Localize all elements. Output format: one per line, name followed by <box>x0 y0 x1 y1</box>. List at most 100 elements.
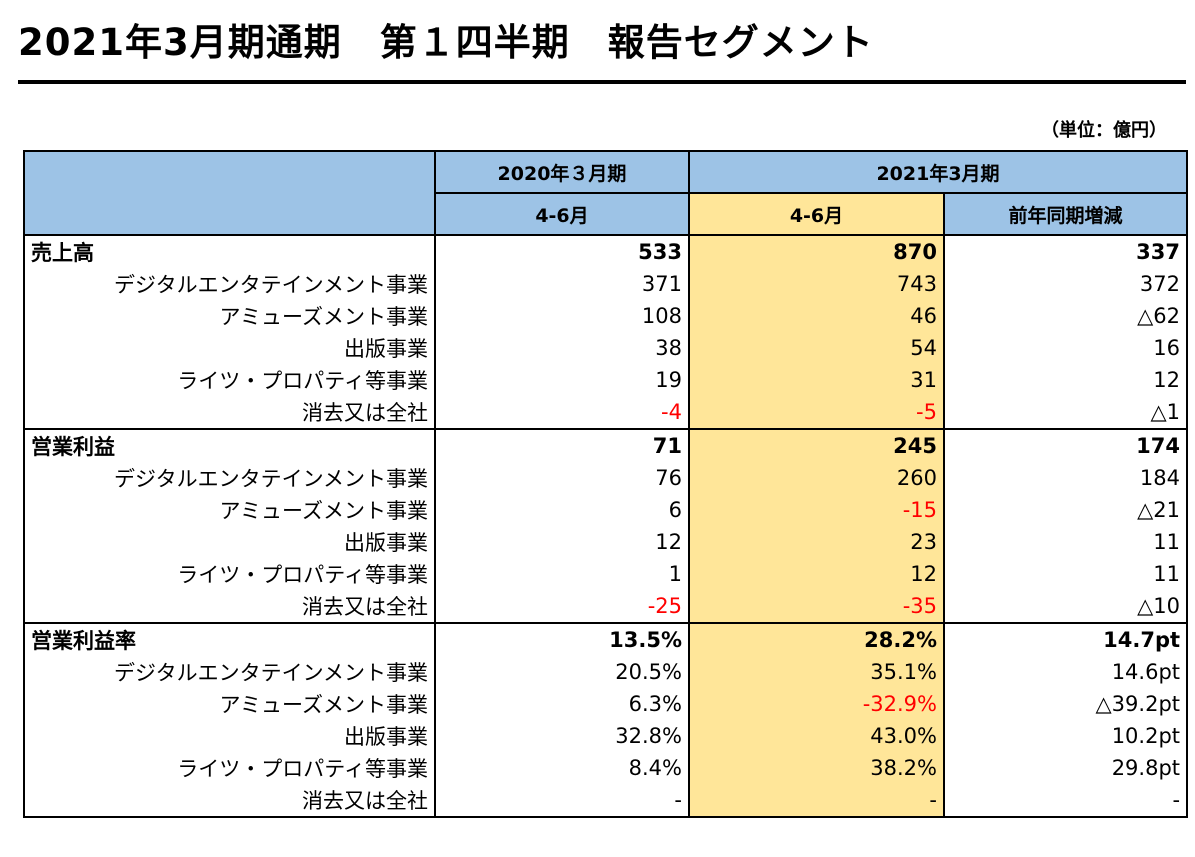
value-prev: 1 <box>434 558 690 590</box>
section-total-row: 売上高 533 870 337 <box>23 234 1189 268</box>
value-diff: 10.2pt <box>942 720 1189 752</box>
value-diff: 372 <box>942 268 1189 300</box>
section-total-row: 営業利益 71 245 174 <box>23 428 1189 462</box>
header-blank-cell <box>23 150 436 236</box>
value-diff: 184 <box>942 462 1189 494</box>
value-curr: 743 <box>688 268 945 300</box>
segment-row: 消去又は全社 - - - <box>23 784 1189 818</box>
segment-row: 消去又は全社 -25 -35 △10 <box>23 590 1189 623</box>
value-diff: 12 <box>942 364 1189 396</box>
segment-row: デジタルエンタテインメント事業 76 260 184 <box>23 462 1189 494</box>
segment-row: 消去又は全社 -4 -5 △1 <box>23 396 1189 429</box>
segment-label: 出版事業 <box>23 332 436 364</box>
value-prev: 76 <box>434 462 690 494</box>
value-diff: 29.8pt <box>942 752 1189 784</box>
section-label: 営業利益率 <box>23 622 436 656</box>
value-diff: 174 <box>942 428 1189 462</box>
segment-row: デジタルエンタテインメント事業 20.5% 35.1% 14.6pt <box>23 656 1189 688</box>
header-q-prev: 4-6月 <box>434 192 690 236</box>
section-label: 営業利益 <box>23 428 436 462</box>
value-curr: 46 <box>688 300 945 332</box>
value-diff: - <box>942 784 1189 818</box>
value-curr: 54 <box>688 332 945 364</box>
segment-row: 出版事業 32.8% 43.0% 10.2pt <box>23 720 1189 752</box>
value-prev: 12 <box>434 526 690 558</box>
value-curr: 28.2% <box>688 622 945 656</box>
segment-label: ライツ・プロパティ等事業 <box>23 364 436 396</box>
value-diff: 337 <box>942 234 1189 268</box>
value-curr: 35.1% <box>688 656 945 688</box>
value-curr: 870 <box>688 234 945 268</box>
segment-label: ライツ・プロパティ等事業 <box>23 752 436 784</box>
segment-label: 出版事業 <box>23 720 436 752</box>
value-curr: - <box>688 784 945 818</box>
value-diff: △10 <box>942 590 1189 623</box>
header-yoy: 前年同期増減 <box>942 192 1189 236</box>
segment-label: 出版事業 <box>23 526 436 558</box>
segment-label: デジタルエンタテインメント事業 <box>23 656 436 688</box>
header-period-prev: 2020年３月期 <box>434 150 690 194</box>
value-prev: -25 <box>434 590 690 623</box>
segment-label: ライツ・プロパティ等事業 <box>23 558 436 590</box>
value-diff: 11 <box>942 558 1189 590</box>
value-curr: -35 <box>688 590 945 623</box>
header-q-curr: 4-6月 <box>688 192 945 236</box>
value-curr: 245 <box>688 428 945 462</box>
segment-label: 消去又は全社 <box>23 784 436 818</box>
value-prev: 6 <box>434 494 690 526</box>
segment-row: デジタルエンタテインメント事業 371 743 372 <box>23 268 1189 300</box>
value-diff: 11 <box>942 526 1189 558</box>
segment-label: アミューズメント事業 <box>23 494 436 526</box>
segment-row: 出版事業 38 54 16 <box>23 332 1189 364</box>
value-prev: 371 <box>434 268 690 300</box>
value-diff: 16 <box>942 332 1189 364</box>
value-curr: 31 <box>688 364 945 396</box>
segment-label: 消去又は全社 <box>23 396 436 429</box>
segment-row: アミューズメント事業 6 -15 △21 <box>23 494 1189 526</box>
value-prev: 20.5% <box>434 656 690 688</box>
title-underline <box>18 80 1186 84</box>
segment-row: アミューズメント事業 108 46 △62 <box>23 300 1189 332</box>
value-prev: 108 <box>434 300 690 332</box>
segment-row: ライツ・プロパティ等事業 19 31 12 <box>23 364 1189 396</box>
value-curr: -5 <box>688 396 945 429</box>
value-curr: -32.9% <box>688 688 945 720</box>
value-diff: △1 <box>942 396 1189 429</box>
segment-label: アミューズメント事業 <box>23 300 436 332</box>
value-curr: 260 <box>688 462 945 494</box>
segment-label: 消去又は全社 <box>23 590 436 623</box>
value-curr: 12 <box>688 558 945 590</box>
value-curr: 38.2% <box>688 752 945 784</box>
value-curr: -15 <box>688 494 945 526</box>
page-title: 2021年3月期通期 第１四半期 報告セグメント <box>18 21 874 64</box>
segment-label: アミューズメント事業 <box>23 688 436 720</box>
header-period-curr: 2021年3月期 <box>687 150 1189 194</box>
header-row-quarters: 4-6月 4-6月 前年同期増減 <box>24 192 1189 236</box>
value-diff: △21 <box>942 494 1189 526</box>
value-prev: 19 <box>434 364 690 396</box>
segment-row: アミューズメント事業 6.3% -32.9% △39.2pt <box>23 688 1189 720</box>
value-diff: △39.2pt <box>942 688 1189 720</box>
value-prev: 71 <box>434 428 690 462</box>
segment-table: 2020年３月期 2021年3月期 4-6月 4-6月 前年同期増減 売上高 53… <box>23 150 1189 818</box>
section-total-row: 営業利益率 13.5% 28.2% 14.7pt <box>23 622 1189 656</box>
value-prev: 38 <box>434 332 690 364</box>
value-prev: -4 <box>434 396 690 429</box>
header-row-periods: 2020年３月期 2021年3月期 <box>23 150 1189 236</box>
value-curr: 43.0% <box>688 720 945 752</box>
value-prev: 533 <box>434 234 690 268</box>
value-diff: 14.7pt <box>942 622 1189 656</box>
value-diff: 14.6pt <box>942 656 1189 688</box>
unit-note: （単位：億円） <box>1041 120 1167 141</box>
value-prev: 6.3% <box>434 688 690 720</box>
segment-row: 出版事業 12 23 11 <box>23 526 1189 558</box>
value-prev: 32.8% <box>434 720 690 752</box>
value-curr: 23 <box>688 526 945 558</box>
value-prev: 13.5% <box>434 622 690 656</box>
value-prev: 8.4% <box>434 752 690 784</box>
segment-row: ライツ・プロパティ等事業 8.4% 38.2% 29.8pt <box>23 752 1189 784</box>
value-diff: △62 <box>942 300 1189 332</box>
segment-row: ライツ・プロパティ等事業 1 12 11 <box>23 558 1189 590</box>
segment-label: デジタルエンタテインメント事業 <box>23 462 436 494</box>
value-prev: - <box>434 784 690 818</box>
